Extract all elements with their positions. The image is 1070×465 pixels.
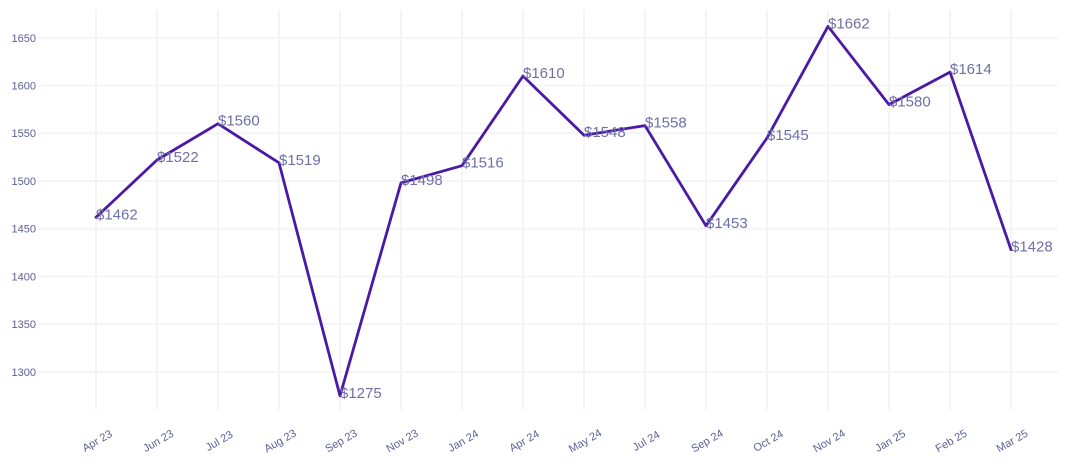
x-tick-label: Oct 24: [751, 428, 785, 455]
x-tick-label: Apr 24: [507, 428, 541, 455]
y-tick-label: 1400: [12, 271, 36, 283]
y-axis: 1300 1350 1400 1450 1500 1550 1600 1650: [12, 33, 36, 379]
x-tick-label: May 24: [567, 427, 604, 455]
y-tick-label: 1350: [12, 319, 36, 331]
data-label: $1519: [279, 152, 321, 169]
y-tick-label: 1550: [12, 128, 36, 140]
x-tick-label: Jul 24: [631, 429, 662, 454]
data-label: $1614: [950, 61, 992, 78]
x-tick-label: Feb 25: [934, 428, 970, 456]
data-label: $1548: [584, 124, 626, 141]
y-tick-label: 1500: [12, 176, 36, 188]
data-label: $1610: [523, 65, 565, 82]
data-label: $1662: [828, 15, 870, 32]
data-label: $1462: [96, 206, 138, 223]
y-tick-label: 1600: [12, 81, 36, 93]
x-tick-label: Sep 24: [689, 427, 725, 455]
x-tick-label: Jun 23: [141, 428, 176, 455]
y-tick-label: 1300: [12, 367, 36, 379]
x-tick-label: Mar 25: [995, 428, 1031, 456]
x-tick-label: Apr 23: [80, 428, 114, 455]
data-label: $1580: [889, 94, 931, 111]
x-tick-label: Sep 23: [323, 427, 359, 455]
y-tick-label: 1650: [12, 33, 36, 45]
data-label: $1498: [401, 172, 443, 189]
x-tick-label: Jul 23: [204, 429, 235, 454]
x-tick-label: Jan 25: [873, 428, 908, 455]
data-label: $1428: [1011, 239, 1053, 256]
data-label: $1453: [706, 215, 748, 232]
y-tick-label: 1450: [12, 224, 36, 236]
data-label: $1558: [645, 115, 687, 132]
x-axis: Apr 23 Jun 23 Jul 23 Aug 23 Sep 23 Nov 23 Jan …: [80, 427, 1030, 455]
x-tick-label: Jan 24: [446, 428, 481, 455]
data-label: $1522: [157, 149, 199, 166]
data-label: $1560: [218, 113, 260, 130]
grid: [38, 10, 1058, 410]
series-line: [94, 24, 1013, 398]
data-labels: $1462 $1522 $1560 $1519 $1275 $1498 $1516 $1610…: [96, 15, 1053, 401]
x-tick-label: Nov 23: [384, 427, 420, 455]
x-tick-label: Aug 23: [262, 427, 298, 455]
x-tick-label: Nov 24: [811, 427, 847, 455]
data-label: $1516: [462, 155, 504, 172]
data-label: $1545: [767, 127, 809, 144]
data-label: $1275: [340, 385, 382, 402]
